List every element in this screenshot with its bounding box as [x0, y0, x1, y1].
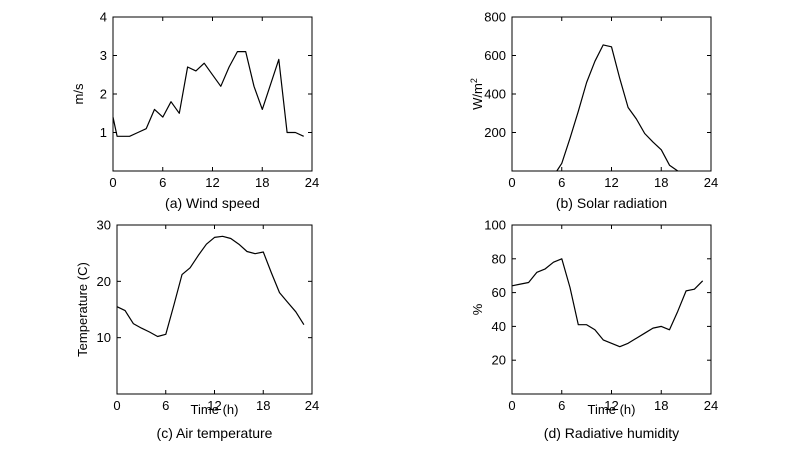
panel-air-temperature-ytick-label: 30 — [97, 218, 111, 233]
panel-wind-speed-xtick-label: 18 — [255, 175, 269, 190]
panel-relative-humidity-ylabel: % — [470, 303, 485, 315]
panel-solar-radiation-xtick-label: 18 — [654, 175, 668, 190]
panel-relative-humidity-xtick-label: 18 — [654, 398, 668, 413]
panel-solar-radiation-ytick-label: 400 — [484, 87, 506, 102]
panel-relative-humidity-xtick-label: 0 — [508, 398, 515, 413]
panel-wind-speed-ytick-label: 4 — [100, 10, 107, 25]
panel-relative-humidity-frame — [511, 224, 712, 395]
panel-relative-humidity-xtick-label: 12 — [604, 398, 618, 413]
panel-relative-humidity-ytick-label: 40 — [492, 319, 506, 334]
panel-solar-radiation-xtick-label: 12 — [604, 175, 618, 190]
panel-air-temperature-xtick-label: 24 — [305, 398, 319, 413]
panel-relative-humidity-ytick-label: 80 — [492, 251, 506, 266]
panel-relative-humidity-xlabel: Time (h) — [588, 402, 636, 417]
panel-air-temperature-xlabel: Time (h) — [191, 402, 239, 417]
panel-wind-speed-ylabel: m/s — [71, 83, 86, 104]
panel-wind-speed-series-line — [112, 50, 304, 137]
panel-relative-humidity-ytick-label: 100 — [484, 218, 506, 233]
panel-wind-speed-ytick-label: 1 — [100, 125, 107, 140]
panel-solar-radiation-xtick-label: 0 — [508, 175, 515, 190]
panel-relative-humidity: 0 6 12 18 24 20 40 60 80 100% Time (h) (d) Radiativ… — [470, 218, 718, 442]
panel-solar-radiation-caption: (b) Solar radiation — [556, 195, 667, 211]
panel-wind-speed-xtick-label: 6 — [159, 175, 166, 190]
panel-wind-speed-ytick-label: 3 — [100, 48, 107, 63]
panel-relative-humidity-series-line — [511, 258, 704, 348]
panel-air-temperature-xtick-label: 0 — [113, 398, 120, 413]
panel-solar-radiation-xtick-label: 24 — [704, 175, 718, 190]
panel-air-temperature: 0 6 12 18 24 10 20 30 Temperature (C) Time (h) (c)… — [75, 218, 319, 442]
panel-air-temperature-caption: (c) Air temperature — [157, 425, 273, 441]
panel-solar-radiation-ylabel: W/m2 — [469, 78, 485, 110]
panel-solar-radiation-xtick-label: 6 — [558, 175, 565, 190]
panel-air-temperature-xtick-label: 18 — [256, 398, 270, 413]
panel-relative-humidity-xtick-label: 24 — [704, 398, 718, 413]
panel-wind-speed-xtick-label: 12 — [205, 175, 219, 190]
panel-solar-radiation-frame — [511, 16, 712, 172]
panel-wind-speed-xtick-label: 24 — [305, 175, 319, 190]
panel-solar-radiation-ytick-label: 600 — [484, 48, 506, 63]
panel-air-temperature-ylabel: Temperature (C) — [75, 262, 90, 357]
panel-solar-radiation-ytick-label: 200 — [484, 125, 506, 140]
panel-air-temperature-frame — [116, 224, 313, 395]
panel-air-temperature-series-line — [116, 235, 305, 338]
panel-solar-radiation-series-line — [556, 44, 679, 172]
panel-air-temperature-xtick-label: 12 — [207, 398, 221, 413]
panel-solar-radiation: 0 6 12 18 24 200 400 600 800 W/m2 (b) Solar radiat… — [469, 10, 718, 212]
panel-relative-humidity-xtick-label: 6 — [558, 398, 565, 413]
panel-relative-humidity-ytick-label: 60 — [492, 285, 506, 300]
panel-relative-humidity-ytick-label: 20 — [492, 353, 506, 368]
panel-relative-humidity-caption: (d) Radiative humidity — [544, 425, 679, 441]
panel-air-temperature-xtick-label: 6 — [162, 398, 169, 413]
panel-wind-speed-caption: (a) Wind speed — [165, 195, 260, 211]
panel-air-temperature-ytick-label: 20 — [97, 274, 111, 289]
panel-wind-speed-xtick-label: 0 — [109, 175, 116, 190]
panel-solar-radiation-ytick-label: 800 — [484, 10, 506, 25]
panel-air-temperature-ytick-label: 10 — [97, 330, 111, 345]
panel-solar-radiation-ylabel-superscript: 2 — [469, 78, 479, 83]
panel-wind-speed-ytick-label: 2 — [100, 87, 107, 102]
